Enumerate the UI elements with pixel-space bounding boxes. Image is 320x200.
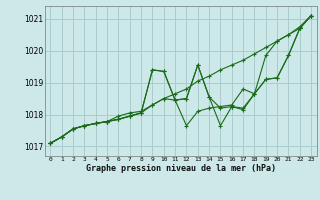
X-axis label: Graphe pression niveau de la mer (hPa): Graphe pression niveau de la mer (hPa) xyxy=(86,164,276,173)
